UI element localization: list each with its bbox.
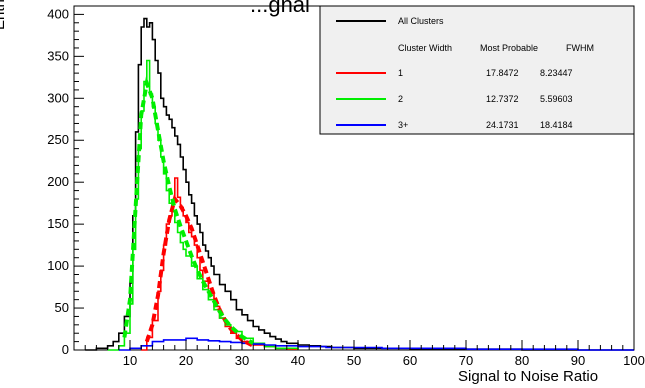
legend-row-fwhm: 5.59603 <box>540 94 573 104</box>
legend-row-width: 1 <box>398 68 403 78</box>
series-line-1 <box>141 177 299 351</box>
legend-box <box>319 5 635 135</box>
y-tick-label: 100 <box>47 258 69 273</box>
y-tick-label: 400 <box>47 6 69 21</box>
legend-all-clusters-label: All Clusters <box>398 16 444 26</box>
y-tick-label: 250 <box>47 132 69 147</box>
x-tick-label: 10 <box>123 353 137 368</box>
legend-row-most-probable: 17.8472 <box>486 68 519 78</box>
legend-row-fwhm: 8.23447 <box>540 68 573 78</box>
legend-row-fwhm: 18.4184 <box>540 120 573 130</box>
x-tick-label: 20 <box>179 353 193 368</box>
y-tick-label: 0 <box>62 342 69 357</box>
legend-column-header: Cluster Width <box>398 43 452 53</box>
x-tick-label: 80 <box>515 353 529 368</box>
chart-title: ...gnal <box>250 0 310 17</box>
y-tick-label: 350 <box>47 48 69 63</box>
y-tick-label: 150 <box>47 216 69 231</box>
y-tick-label: 300 <box>47 90 69 105</box>
x-tick-label: 60 <box>403 353 417 368</box>
y-tick-label: 200 <box>47 174 69 189</box>
x-tick-label: 90 <box>571 353 585 368</box>
x-tick-label: 50 <box>347 353 361 368</box>
y-axis-title: Entries <box>0 0 8 30</box>
x-tick-label: 40 <box>291 353 305 368</box>
x-tick-label: 70 <box>459 353 473 368</box>
legend-row-most-probable: 24.1731 <box>486 120 519 130</box>
legend-column-header: Most Probable <box>480 43 538 53</box>
x-tick-label: 30 <box>235 353 249 368</box>
legend-row-most-probable: 12.7372 <box>486 94 519 104</box>
x-tick-label: 100 <box>623 353 645 368</box>
legend-row-width: 2 <box>398 94 403 104</box>
series-line-2-fit <box>122 75 255 346</box>
series-line-all-clusters <box>85 17 634 351</box>
legend-row-width: 3+ <box>398 120 408 130</box>
legend-column-header: FWHM <box>566 43 594 53</box>
y-tick-label: 50 <box>55 300 69 315</box>
x-axis-title: Signal to Noise Ratio <box>458 368 599 385</box>
